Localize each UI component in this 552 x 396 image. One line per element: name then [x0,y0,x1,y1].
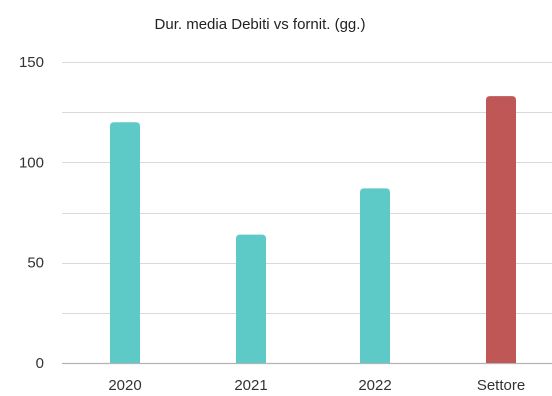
chart-title: Dur. media Debiti vs fornit. (gg.) [154,16,366,33]
bar-2020 [110,122,140,363]
y-tick-label: 150 [19,54,44,71]
x-tick-label: 2022 [358,377,391,394]
x-tick-label: Settore [477,377,525,394]
bar-2022 [360,188,390,363]
x-axis-ticks: 2020 2021 2022 Settore [108,377,525,394]
x-tick-label: 2020 [108,377,141,394]
bars [110,96,516,363]
bar-settore [486,96,516,363]
y-tick-label: 100 [19,154,44,171]
y-tick-label: 0 [36,355,44,372]
gridlines [62,62,552,365]
y-tick-label: 50 [27,255,44,272]
y-axis-ticks: 0 50 100 150 [19,54,44,372]
x-tick-label: 2021 [234,377,267,394]
bar-2021 [236,234,266,363]
